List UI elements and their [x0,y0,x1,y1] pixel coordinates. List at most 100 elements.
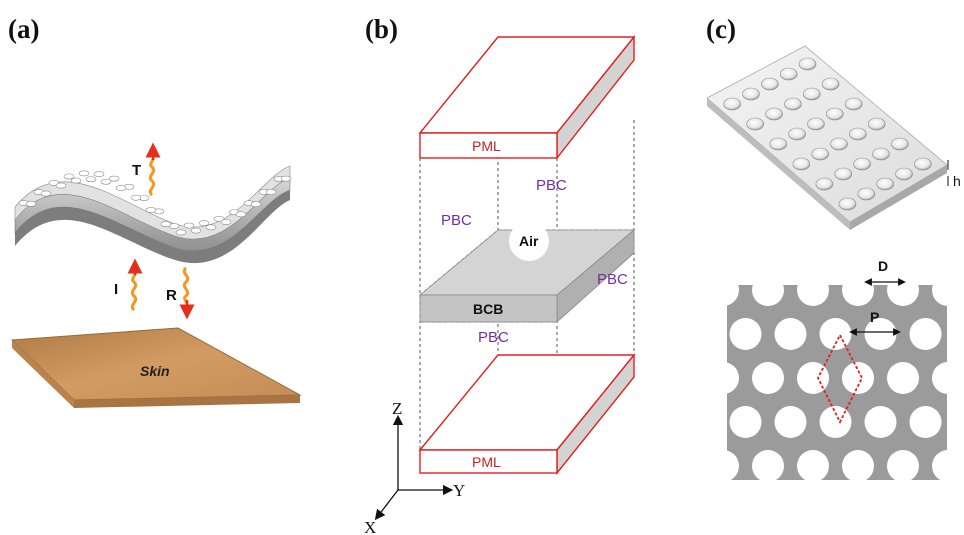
panel-a: (a) T I R Skin [8,14,302,408]
air-hole [509,221,549,261]
y-axis-label: Y [453,481,465,500]
sheet-hole [730,494,762,526]
sheet-hole [775,230,807,262]
plate-dimple [876,177,894,191]
sheet-hole [865,494,897,526]
sheet-hole [685,494,717,526]
sheet-holes [662,230,964,526]
pml-top-box: PML [418,35,636,161]
film-hole [183,222,195,229]
film-hole [93,171,105,177]
plate-dimple [821,77,840,91]
sheet-hole [932,450,947,480]
pbc-label-back: PBC [536,177,567,194]
film-hole [265,189,277,195]
sheet-hole [887,285,919,306]
sheet-hole [955,230,964,262]
pbc-label-left: PBC [441,212,472,229]
period-label: P [870,309,879,325]
incident-wave: I [114,258,143,312]
sheet-hole [864,406,897,438]
sheet-hole [662,450,694,482]
plate-dimple [761,77,779,91]
sheet-hole [685,318,717,350]
plate-dimple [811,147,829,161]
sheet-hole [727,450,739,480]
film-hole [175,229,187,236]
sheet-hole [729,318,762,350]
sheet-hole [910,230,942,262]
film-hole [235,211,247,218]
skin-slab: Skin [10,327,302,408]
sheet-hole [887,450,919,480]
transmitted-label: T [132,162,141,179]
plate-dimple [784,97,802,111]
skin-label: Skin [140,363,170,379]
film-holes [18,170,292,236]
pml-bottom-box: PML [418,353,636,475]
sheet-hole [662,274,694,306]
sheet-hole [909,318,942,350]
plate-dimple [815,177,834,191]
sheet-hole [955,494,964,526]
sheet-hole [842,362,874,394]
z-axis-label: Z [392,399,402,418]
sheet-hole [730,230,762,262]
sheet-hole [797,450,829,480]
plate-dimple [802,87,821,101]
plate-dimples [723,57,932,211]
sheet-hole [909,406,942,438]
plate-dimple [807,117,825,131]
pml-top-label: PML [472,138,501,154]
sheet-hole [727,285,739,306]
sheet-hole [820,230,852,262]
sheet-hole [955,406,964,438]
bcb-slab: Air BCB [418,221,636,323]
pml-bottom-label: PML [472,454,501,470]
reflected-label: R [166,287,177,304]
sheet-hole [685,230,717,262]
film-hole [205,224,217,231]
transmitted-wave: T [132,142,161,197]
panel-c-label: (c) [706,14,736,44]
plate-dimple [830,137,848,151]
sheet-hole [932,285,947,306]
sheet-hole [774,406,807,438]
film-hole [25,200,37,207]
film-hole [220,219,232,225]
film-hole [280,175,292,182]
plate-dimple [844,97,863,111]
sheet-hole [910,494,942,526]
film-hole [190,227,202,234]
sheet-hole [662,362,694,394]
plate-dimple [779,67,798,81]
perforated-film [14,165,292,264]
plate-dimple [857,187,876,201]
sheet-hole [932,362,947,394]
plate-dimple [867,117,886,131]
plate-dimple [872,147,890,161]
plate-dimple [798,57,817,71]
x-axis-label: X [364,518,376,535]
panel-b-label: (b) [365,14,398,44]
film-hole [100,178,112,185]
film-hole [108,175,120,182]
sheet-hole [887,362,919,394]
sheet-hole [797,285,829,306]
sheet-hole [819,318,852,350]
coordinate-axes: Z Y X [364,399,465,535]
film-hole [70,177,82,184]
bcb-label: BCB [473,301,503,317]
plate-dimple [895,167,913,181]
sheet-hole [775,494,807,526]
film-hole [63,173,75,180]
plate-dimple [788,127,806,141]
height-label: h [953,173,961,189]
sheet-hole [842,285,874,306]
sheet-hole [842,450,874,480]
film-hole [130,194,142,201]
plate-dimple [746,117,765,131]
sheet-hole [955,318,964,350]
film-hole [213,215,225,222]
